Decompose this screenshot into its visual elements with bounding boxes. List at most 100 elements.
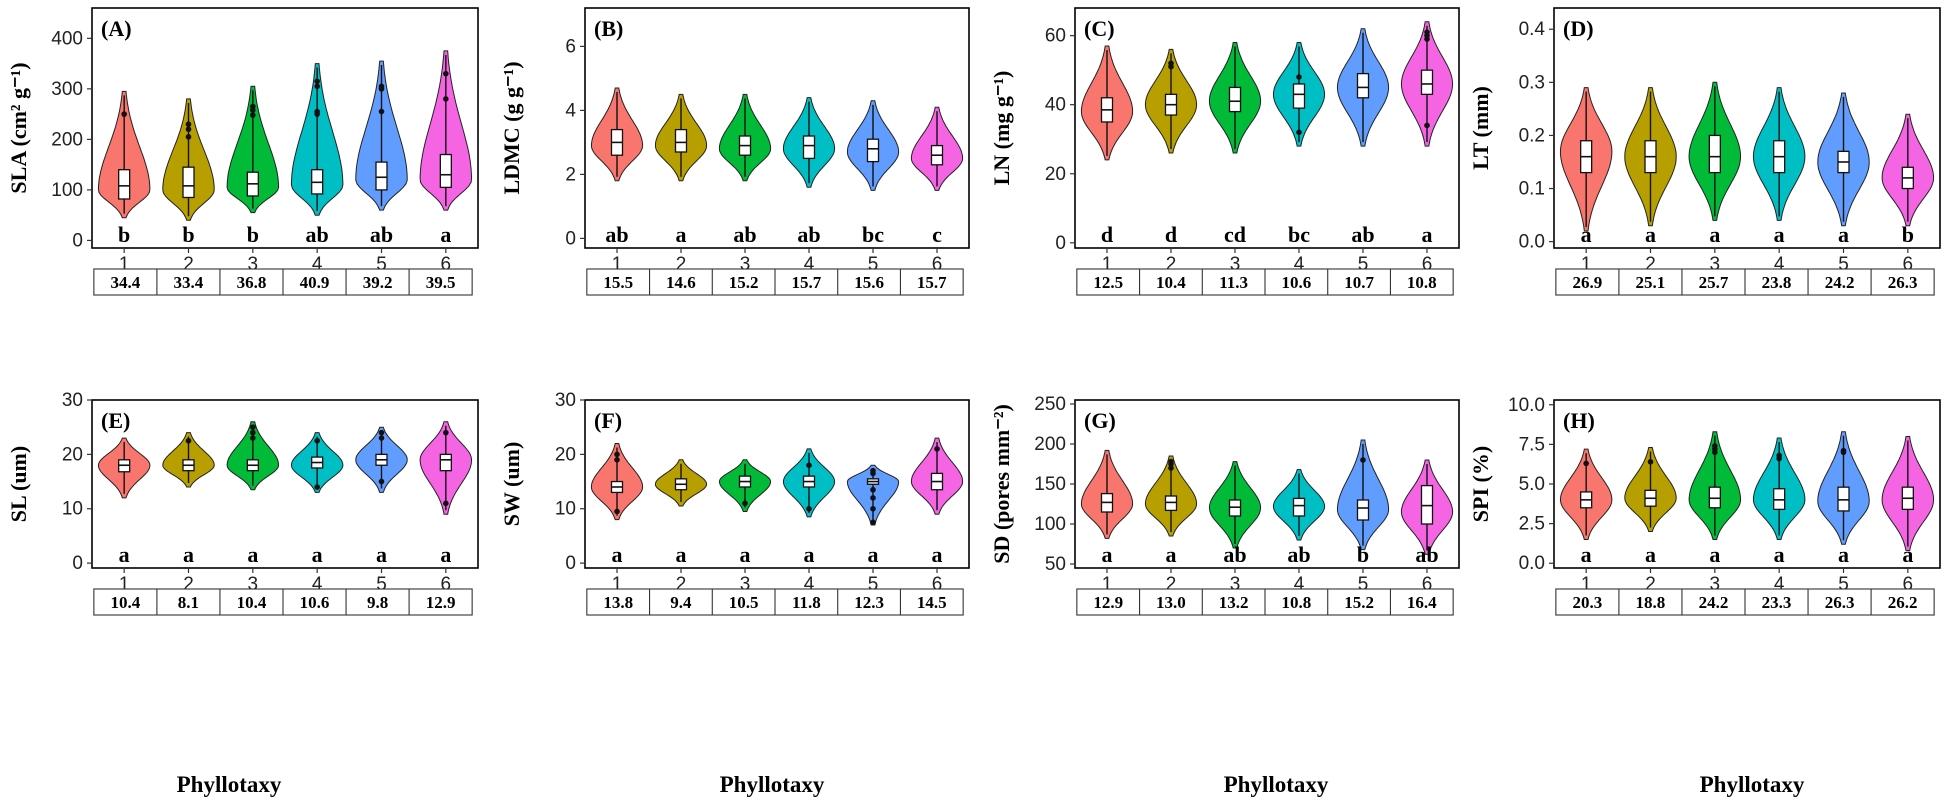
box	[1356, 72, 1370, 99]
y-tick-label: 50	[1045, 554, 1066, 575]
cv-value: 36.8	[237, 273, 267, 292]
y-tick-label: 4	[565, 100, 576, 121]
significance-letter: b	[1902, 222, 1914, 247]
significance-letter: a	[1709, 542, 1720, 567]
plot-frame	[1553, 399, 1941, 569]
outlier-point	[1168, 458, 1174, 465]
x-tick-label: 2	[1645, 574, 1656, 595]
x-axis-title-h: Phyllotaxy	[1700, 772, 1805, 797]
panel-d: 0.00.10.20.30.4LT (mm)(D)a1a2a3a4a5b626.…	[1468, 7, 1941, 296]
outlier-point	[870, 505, 876, 512]
cv-value: 10.8	[1281, 593, 1311, 612]
significance-letter: a	[440, 222, 451, 247]
cv-value: 15.7	[917, 273, 947, 292]
cv-value: 15.5	[603, 273, 633, 292]
cv-value: 26.3	[1888, 273, 1918, 292]
outlier-point	[1168, 465, 1174, 471]
cv-value: 18.8	[1636, 593, 1666, 612]
cv-value: 25.7	[1699, 273, 1729, 292]
box	[1420, 69, 1434, 95]
x-tick-label: 4	[312, 574, 323, 595]
x-tick-label: 5	[1358, 254, 1369, 275]
y-tick-label: 0	[565, 553, 576, 574]
outlier-point	[806, 462, 812, 469]
cv-value: 10.4	[111, 593, 141, 612]
significance-letter: a	[676, 222, 687, 247]
box	[1708, 134, 1721, 174]
x-tick-label: 3	[1230, 254, 1241, 275]
panel-tag: (H)	[1563, 408, 1595, 433]
cv-value: 23.3	[1762, 593, 1792, 612]
x-tick-label: 1	[1581, 254, 1592, 275]
x-tick-label: 5	[376, 574, 387, 595]
significance-letter: a	[1166, 542, 1177, 567]
significance-letter: cd	[1224, 222, 1246, 247]
cv-value: 12.5	[1093, 273, 1123, 292]
outlier-point	[1296, 129, 1302, 136]
x-tick-label: 4	[1774, 254, 1785, 275]
outlier-point	[185, 121, 192, 128]
outlier-point	[314, 108, 320, 115]
x-tick-label: 5	[1358, 574, 1369, 595]
x-tick-label: 6	[441, 254, 452, 275]
significance-letter: a	[676, 542, 687, 567]
x-tick-label: 1	[119, 254, 130, 275]
x-tick-label: 4	[804, 574, 815, 595]
outlier-point	[314, 83, 320, 90]
significance-letter: a	[804, 542, 815, 567]
cv-value: 14.6	[666, 273, 696, 292]
significance-letter: ab	[605, 222, 628, 247]
y-tick-label: 0.0	[1519, 232, 1545, 253]
significance-letter: a	[1581, 222, 1592, 247]
outlier-point	[1424, 122, 1430, 129]
significance-letter: a	[183, 542, 194, 567]
outlier-point	[1296, 74, 1302, 80]
panel-tag: (A)	[101, 16, 132, 41]
outlier-point	[185, 134, 192, 140]
significance-letter: a	[1581, 542, 1592, 567]
cv-value: 10.4	[1156, 273, 1186, 292]
x-tick-label: 5	[868, 574, 879, 595]
y-tick-label: 5.0	[1519, 474, 1545, 495]
box	[1292, 497, 1306, 517]
cv-value: 26.2	[1888, 593, 1918, 612]
outlier-point	[1168, 60, 1174, 67]
x-tick-label: 2	[183, 254, 194, 275]
y-tick-label: 300	[51, 79, 83, 100]
x-tick-label: 2	[1645, 254, 1656, 275]
significance-letter: a	[1709, 222, 1720, 247]
panel-c: 0 20 40 60 LN (mg g⁻¹) (C) d 1 d 2 cd 3 bc 4 ab 5 a 6 12.5…	[989, 7, 1460, 296]
y-tick-label: 30	[555, 390, 576, 411]
cv-value: 23.8	[1762, 273, 1792, 292]
x-tick-label: 5	[376, 254, 387, 275]
outlier-point	[378, 429, 385, 436]
cv-value: 10.7	[1344, 273, 1374, 292]
x-tick-label: 5	[868, 254, 879, 275]
y-axis-label: LT (mm)	[1468, 86, 1493, 170]
y-tick-label: 0	[565, 228, 576, 249]
panel-h: 0.0 2.5 5.0 7.5 10.0 SPI (%) (H) a 1 a 2 a 3 a 4 a 5 a 6 20…	[1468, 395, 1941, 616]
outlier-point	[1840, 447, 1847, 454]
outlier-point	[250, 435, 256, 441]
cv-value: 11.8	[792, 593, 821, 612]
cv-value: 13.0	[1156, 593, 1186, 612]
panel-a: 0 100 200 300 400 SLA (cm² g⁻¹) (A) b 1 b 2 b 3 ab 4 ab…	[6, 7, 479, 296]
x-tick-label: 1	[612, 254, 623, 275]
outlier-point	[1424, 29, 1430, 35]
outlier-point	[378, 83, 385, 90]
y-tick-label: 20	[555, 444, 576, 465]
y-axis-label: SW (um)	[499, 442, 524, 527]
cv-value: 26.9	[1573, 273, 1603, 292]
significance-letter: b	[118, 222, 130, 247]
outlier-point	[250, 429, 256, 436]
significance-letter: a	[376, 542, 387, 567]
significance-letter: a	[868, 542, 879, 567]
significance-letter: ab	[797, 222, 820, 247]
significance-letter: a	[1102, 542, 1113, 567]
outlier-point	[614, 457, 620, 463]
outlier-point	[870, 519, 876, 526]
outlier-point	[614, 451, 620, 458]
y-axis-label: SPI (%)	[1468, 446, 1493, 522]
y-tick-label: 200	[1034, 434, 1066, 455]
outlier-point	[443, 96, 449, 102]
